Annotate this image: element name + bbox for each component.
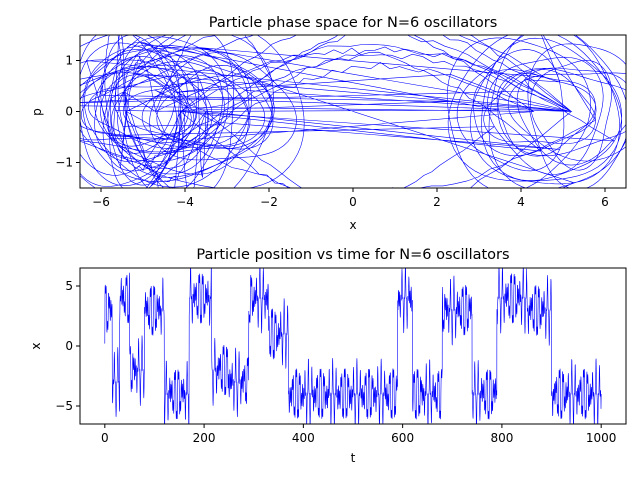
position-time-line	[104, 268, 602, 424]
chart1-y-tick-label: 0	[65, 105, 73, 119]
chart1-x-tick-label: 2	[433, 195, 441, 209]
chart2-x-ticks: 0 200 400 600 800 1000	[101, 424, 616, 445]
chart1-x-tick-label: −6	[92, 195, 110, 209]
chart2-x-tick-label: 400	[292, 431, 315, 445]
chart1-x-ticks: −6 −4 −2 0 2 4 6	[92, 188, 609, 209]
chart1-x-axis-label: x	[349, 218, 356, 232]
chart1-x-tick-label: 4	[517, 195, 525, 209]
chart1-y-tick-label: 1	[65, 54, 73, 68]
chart2-x-tick-label: 1000	[586, 431, 617, 445]
position-time-chart: Particle position vs time for N=6 oscill…	[29, 247, 627, 465]
chart1-plot-area	[80, 35, 626, 188]
chart2-plot-area	[104, 268, 602, 424]
chart1-y-tick-label: −1	[55, 156, 73, 170]
chart2-y-tick-label: 0	[65, 339, 73, 353]
phase-trajectory-line	[80, 35, 626, 188]
chart1-x-tick-label: −4	[176, 195, 194, 209]
chart2-x-tick-label: 200	[193, 431, 216, 445]
chart1-y-ticks: −1 0 1	[55, 54, 80, 170]
chart2-x-tick-label: 0	[101, 431, 109, 445]
chart2-x-tick-label: 600	[391, 431, 414, 445]
chart1-title: Particle phase space for N=6 oscillators	[209, 15, 498, 31]
chart2-y-axis-label: x	[29, 342, 43, 349]
position-time-series	[104, 268, 602, 424]
chart2-y-ticks: −5 0 5	[55, 279, 80, 413]
phase-space-chart: Particle phase space for N=6 oscillators…	[30, 15, 627, 232]
chart2-title: Particle position vs time for N=6 oscill…	[196, 247, 509, 263]
chart2-x-tick-label: 800	[490, 431, 513, 445]
chart1-x-tick-label: 0	[349, 195, 357, 209]
phase-trajectory-series	[80, 35, 626, 188]
chart1-x-tick-label: 6	[601, 195, 609, 209]
chart2-x-axis-label: t	[351, 451, 356, 465]
chart1-y-axis-label: p	[30, 108, 44, 116]
chart1-x-tick-label: −2	[260, 195, 278, 209]
chart2-y-tick-label: −5	[55, 399, 73, 413]
chart2-y-tick-label: 5	[65, 279, 73, 293]
